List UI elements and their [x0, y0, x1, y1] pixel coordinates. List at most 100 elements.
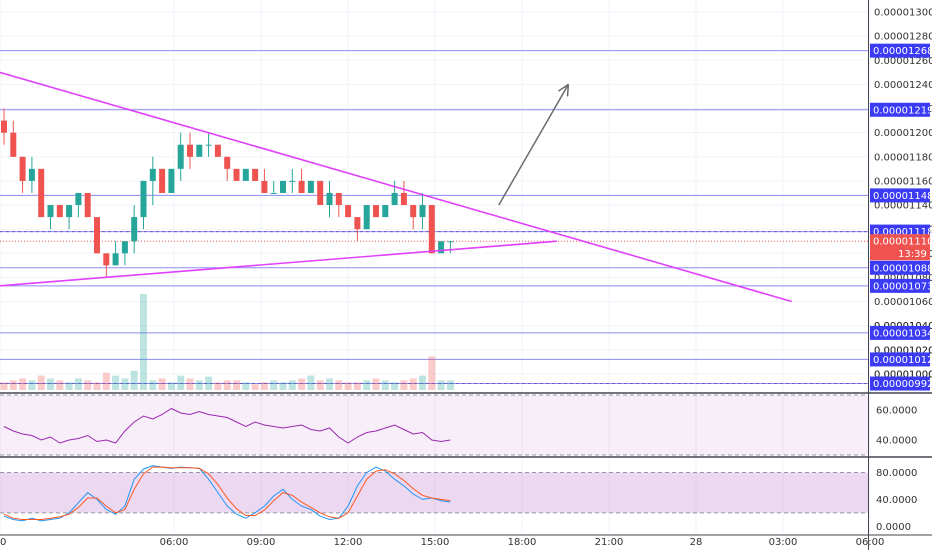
- candle-body: [112, 253, 119, 266]
- candle-body: [168, 168, 175, 193]
- volume-bar: [344, 382, 352, 390]
- price-tick-label: 0.00001200: [874, 128, 932, 139]
- volume-bar: [28, 380, 36, 390]
- level-badge: [870, 43, 930, 58]
- price-tick-label: 0.00001280: [874, 32, 932, 43]
- time-tick-label: 03:00: [769, 537, 798, 548]
- volume-bar: [316, 380, 324, 390]
- candle-body: [187, 144, 193, 157]
- stoch-tick-label: 40.0000: [876, 495, 917, 506]
- volume-bar: [140, 294, 147, 390]
- candle-body: [84, 192, 91, 218]
- volume-bar: [233, 380, 240, 390]
- candle-body: [177, 144, 184, 169]
- volume-bar: [307, 375, 315, 390]
- volume-bar: [205, 376, 213, 390]
- volume-bar: [372, 378, 380, 390]
- rsi-line: [3, 407, 451, 444]
- candle-body: [214, 144, 221, 157]
- candle-body: [363, 205, 370, 230]
- candle-body: [75, 192, 82, 206]
- level-badge-label: 0.00001118: [873, 227, 932, 238]
- candle-body: [335, 192, 342, 206]
- price-tick-label: 0.00001000: [874, 369, 932, 380]
- volume-bar: [242, 382, 250, 390]
- volume-bar: [214, 382, 222, 390]
- level-badge: [870, 352, 930, 367]
- volume-bar: [326, 378, 333, 390]
- candle-body: [47, 205, 54, 218]
- volume-bar: [9, 380, 17, 390]
- volume-bar: [260, 382, 268, 390]
- candle-body: [419, 205, 426, 218]
- candle-body: [205, 144, 212, 146]
- axis-layer: 0.00001300 0.00001280 0.00001260 0.00001240…: [0, 8, 932, 548]
- trend-layer: [0, 71, 792, 303]
- volume-bar: [251, 384, 259, 390]
- rsi-tick-label: 40.0000: [876, 436, 917, 447]
- volume-bar: [112, 375, 120, 390]
- candle-body: [280, 180, 286, 193]
- volume-bar: [353, 382, 361, 390]
- level-badge-label: 0.00001268: [873, 46, 932, 57]
- candle-body: [131, 217, 138, 242]
- price-tick-label: 0.00001140: [874, 201, 932, 212]
- candle-body: [10, 132, 17, 157]
- volume-bar: [279, 382, 287, 390]
- candle-body: [94, 217, 100, 254]
- candle-body: [140, 180, 147, 218]
- candle-body: [103, 253, 110, 266]
- volume-bar: [65, 382, 73, 390]
- candle-body: [28, 168, 35, 181]
- projection-arrow: [498, 84, 570, 206]
- level-badge: [870, 260, 930, 275]
- volume-bar: [381, 380, 389, 390]
- volume-tick-label: 0.00001000: [874, 369, 932, 380]
- candle-body: [233, 168, 240, 181]
- level-badge-label: 0.00001088: [873, 263, 932, 274]
- volume-bar: [335, 380, 343, 390]
- candle-body: [270, 192, 277, 194]
- candle-body: [438, 241, 445, 254]
- volume-bar: [121, 378, 129, 390]
- level-badge: [870, 188, 930, 203]
- stoch-line: [3, 466, 451, 520]
- volume-bar: [288, 380, 296, 390]
- volume-bar: [428, 356, 436, 390]
- stoch-tick-label: 80.0000: [876, 468, 917, 479]
- candle-body: [149, 168, 156, 181]
- volume-bar: [158, 378, 166, 390]
- stoch-tick-label: 0.0000: [876, 522, 911, 533]
- volume-bar: [47, 378, 54, 390]
- indicator-band: [0, 395, 868, 455]
- volume-bar: [186, 378, 194, 390]
- time-tick-label: 18:00: [508, 537, 537, 548]
- volume-bar: [56, 380, 64, 390]
- price-tick-label: 0.00001060: [874, 297, 932, 308]
- indicator-band: [0, 472, 868, 513]
- candle-body: [1, 120, 7, 133]
- time-tick-label: 06:00: [160, 537, 189, 548]
- candle-body: [373, 205, 379, 218]
- volume-bar: [177, 375, 185, 390]
- indicator-layer: [0, 394, 868, 522]
- candle-body: [326, 192, 333, 206]
- volume-bar: [149, 380, 157, 390]
- volume-bar: [0, 382, 8, 390]
- candle-body: [410, 205, 417, 218]
- price-tick-label: 0.00001260: [874, 56, 932, 67]
- volume-bar: [298, 378, 306, 390]
- level-layer: [0, 50, 868, 385]
- volume-bar: [93, 382, 101, 390]
- level-badge: [870, 102, 930, 117]
- candle-body: [345, 205, 352, 218]
- time-tick-label: 00: [0, 537, 6, 548]
- volume-bar: [363, 380, 371, 390]
- volume-bar: [102, 372, 110, 390]
- level-badge-label: 0.00001034: [873, 328, 932, 339]
- level-badge-label: 0.00001073: [873, 281, 932, 292]
- volume-bar: [84, 380, 92, 390]
- level-badge: [870, 278, 930, 293]
- volume-bar: [19, 378, 27, 390]
- candle-body: [289, 180, 296, 182]
